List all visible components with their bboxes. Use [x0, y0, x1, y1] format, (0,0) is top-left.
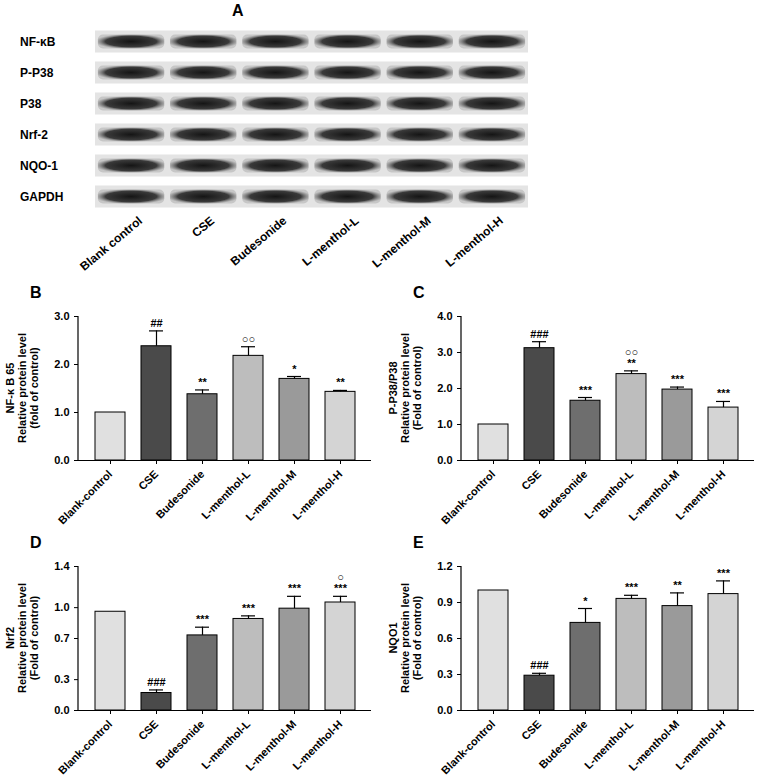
svg-text:L-menthol-H: L-menthol-H [290, 718, 344, 772]
svg-text:CSE: CSE [136, 468, 160, 492]
svg-text:**: ** [673, 579, 682, 591]
svg-text:*: * [583, 595, 588, 607]
svg-text:##: ## [150, 317, 162, 329]
svg-text:Budesonide: Budesonide [536, 467, 590, 521]
html-text:B: B [30, 284, 42, 301]
svg-text:2.0: 2.0 [437, 382, 452, 394]
svg-text:**: ** [336, 376, 345, 388]
svg-text:2.0: 2.0 [54, 358, 69, 370]
svg-text:3.0: 3.0 [54, 310, 69, 322]
svg-text:***: *** [717, 387, 731, 399]
html-text:E: E [413, 534, 424, 551]
svg-text:GAPDH: GAPDH [20, 190, 63, 204]
svg-text:1.4: 1.4 [54, 560, 70, 572]
svg-text:0.0: 0.0 [54, 454, 69, 466]
svg-text:Budesonide: Budesonide [153, 717, 207, 771]
svg-text:3.0: 3.0 [437, 346, 452, 358]
html-text:C: C [413, 284, 425, 301]
svg-text:***: *** [288, 582, 302, 594]
svg-text:CSE: CSE [519, 468, 543, 492]
svg-text:0.3: 0.3 [437, 668, 452, 680]
svg-text:L-menthol-L: L-menthol-L [582, 717, 636, 772]
svg-text:L-menthol-M: L-menthol-M [626, 717, 682, 773]
html-text:D: D [30, 534, 42, 551]
svg-text:○○**: ○○** [625, 346, 638, 369]
svg-text:0.7: 0.7 [54, 632, 69, 644]
svg-text:1.0: 1.0 [437, 418, 452, 430]
svg-text:L-menthol-L: L-menthol-L [199, 467, 253, 522]
svg-text:L-menthol-L: L-menthol-L [582, 467, 636, 522]
svg-text:NQO-1: NQO-1 [20, 159, 58, 173]
svg-text:A: A [232, 2, 244, 19]
svg-text:○***: ○*** [334, 571, 348, 594]
svg-text:***: *** [625, 581, 639, 593]
svg-text:4.0: 4.0 [437, 310, 452, 322]
svg-text:L-menthol-H: L-menthol-H [290, 468, 344, 522]
svg-text:L-menthol-H: L-menthol-H [673, 468, 727, 522]
svg-text:NF-κB: NF-κB [20, 35, 56, 49]
svg-text:L-menthol-M: L-menthol-M [243, 717, 299, 773]
svg-text:○○: ○○ [242, 333, 255, 345]
svg-text:Blank control: Blank control [77, 214, 145, 274]
svg-text:*: * [292, 363, 297, 375]
svg-text:Blank-control: Blank-control [56, 468, 115, 527]
svg-text:Budesonide: Budesonide [536, 717, 590, 771]
svg-text:NQO1: NQO1 [387, 622, 399, 653]
svg-text:NF-κ B 65: NF-κ B 65 [4, 363, 16, 414]
svg-text:**: ** [198, 376, 207, 388]
svg-text:Blank-control: Blank-control [439, 718, 498, 777]
svg-text:(Fold of control): (Fold of control) [411, 346, 423, 431]
svg-text:P-P38: P-P38 [20, 66, 54, 80]
svg-text:0.3: 0.3 [54, 673, 69, 685]
svg-text:0.9: 0.9 [437, 596, 452, 608]
svg-text:P38: P38 [20, 97, 42, 111]
svg-text:0.0: 0.0 [437, 704, 452, 716]
svg-text:CSE: CSE [189, 214, 217, 241]
svg-text:Relative protein level: Relative protein level [16, 333, 28, 443]
svg-text:L-menthol-H: L-menthol-H [673, 718, 727, 772]
svg-text:1.2: 1.2 [437, 560, 452, 572]
svg-text:***: *** [671, 373, 685, 385]
svg-text:(fold of control): (fold of control) [28, 347, 40, 429]
svg-text:Relative protein level: Relative protein level [399, 333, 411, 443]
svg-text:L-menthol-M: L-menthol-M [243, 467, 299, 523]
svg-text:L-menthol-H: L-menthol-H [443, 214, 506, 270]
svg-text:0.0: 0.0 [437, 454, 452, 466]
svg-text:Nrf-2: Nrf-2 [20, 128, 48, 142]
svg-text:L-menthol-L: L-menthol-L [199, 717, 253, 772]
svg-text:(Fold of control): (Fold of control) [411, 596, 423, 681]
svg-text:Blank-control: Blank-control [56, 718, 115, 777]
svg-text:Budesonide: Budesonide [153, 467, 207, 521]
svg-text:0.0: 0.0 [54, 704, 69, 716]
svg-text:0.6: 0.6 [437, 632, 452, 644]
svg-text:***: *** [717, 567, 731, 579]
svg-text:###: ### [147, 676, 165, 688]
svg-text:***: *** [196, 613, 210, 625]
svg-text:Blank-control: Blank-control [439, 468, 498, 527]
svg-text:CSE: CSE [519, 718, 543, 742]
svg-text:L-menthol-M: L-menthol-M [626, 467, 682, 523]
svg-text:Budesonide: Budesonide [228, 213, 290, 268]
svg-text:Relative protein level: Relative protein level [399, 583, 411, 693]
svg-text:###: ### [530, 659, 548, 671]
svg-text:CSE: CSE [136, 718, 160, 742]
svg-text:***: *** [242, 602, 256, 614]
svg-text:P-P38/P38: P-P38/P38 [387, 361, 399, 414]
svg-text:L-menthol-M: L-menthol-M [370, 214, 434, 271]
svg-text:Nrf2: Nrf2 [4, 627, 16, 649]
svg-text:L-menthol-L: L-menthol-L [299, 214, 361, 269]
svg-text:1.0: 1.0 [54, 601, 69, 613]
svg-text:###: ### [530, 328, 548, 340]
svg-text:1.0: 1.0 [54, 406, 69, 418]
svg-text:***: *** [579, 384, 593, 396]
svg-text:Relative protein level: Relative protein level [16, 583, 28, 693]
svg-text:(Fold of control): (Fold of control) [28, 596, 40, 681]
